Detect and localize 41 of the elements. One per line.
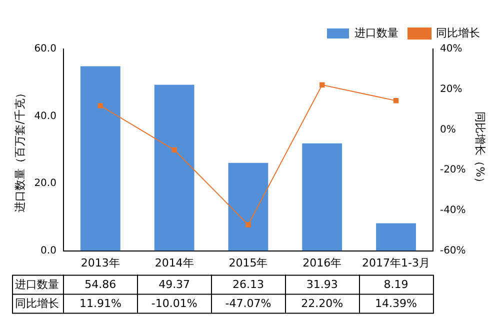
bar [228, 162, 268, 251]
bar [154, 84, 194, 251]
data-label: -47.07% [225, 297, 272, 310]
bar [376, 223, 416, 251]
y-tick-label: 60.0 [34, 44, 56, 55]
y2-tick-label: 0% [440, 124, 456, 136]
legend-label: 进口数量 [354, 26, 398, 40]
y2-tick-label: -40% [440, 205, 466, 216]
data-label: 8.19 [384, 278, 408, 292]
bar [80, 66, 120, 251]
data-label: 26.13 [232, 278, 264, 292]
data-label: 49.37 [158, 278, 190, 292]
point [246, 222, 251, 228]
data-label: 22.20% [301, 297, 344, 310]
x-tick-label: 2014年 [154, 256, 194, 270]
data-label: 14.39% [375, 297, 417, 310]
y2-tick-label: -20% [440, 164, 466, 176]
y-tick-label: 20.0 [34, 178, 56, 190]
x-tick-label: 2015年 [228, 256, 268, 270]
y2-tick-label: 40% [440, 44, 462, 55]
text: 进口数量 [15, 278, 59, 292]
y2-tick-label: 20% [440, 84, 462, 95]
legend-label: 同比增长 [436, 26, 480, 40]
y-tick-label: 0.0 [40, 245, 56, 256]
y-tick-label: 40.0 [34, 110, 56, 122]
y2-axis-title: 同比增长（%） [474, 112, 487, 188]
y-axis-title: 进口数量（百万套/千克） [13, 88, 26, 212]
x-tick-label: 2013年 [80, 256, 120, 270]
data-label: 54.86 [84, 278, 116, 292]
point [319, 82, 325, 88]
x-tick-label: 2016年 [302, 256, 342, 270]
bar [302, 143, 342, 251]
data-label: 11.91% [79, 297, 122, 310]
y2-tick-label: -60% [440, 245, 466, 256]
data-label: -10.01% [151, 297, 198, 310]
text: 同比增长 [15, 297, 59, 310]
data-label: 31.93 [306, 278, 338, 292]
point [393, 98, 399, 104]
point [98, 103, 104, 108]
point [172, 147, 177, 153]
x-tick-label: 2017年1-3月 [362, 256, 430, 270]
